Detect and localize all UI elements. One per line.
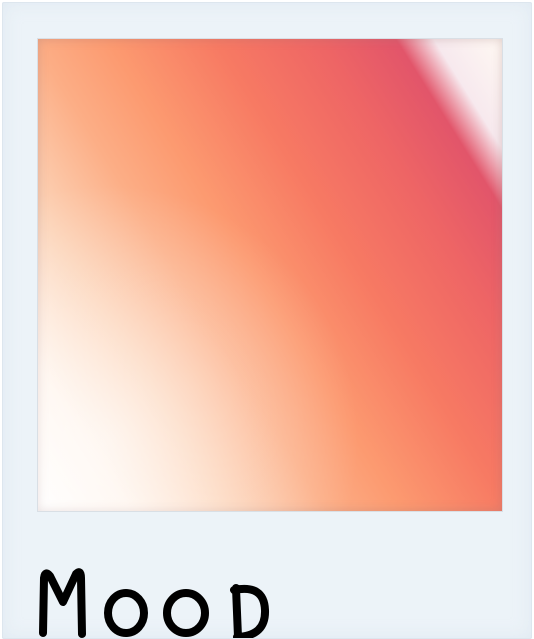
caption-lettering	[39, 568, 269, 638]
handwritten-caption: MOOD	[36, 558, 336, 638]
letter-m	[39, 568, 86, 638]
letter-d	[230, 584, 269, 638]
letter-o-2	[163, 589, 209, 637]
letter-o-1	[104, 589, 148, 637]
gradient-photo	[38, 39, 502, 511]
